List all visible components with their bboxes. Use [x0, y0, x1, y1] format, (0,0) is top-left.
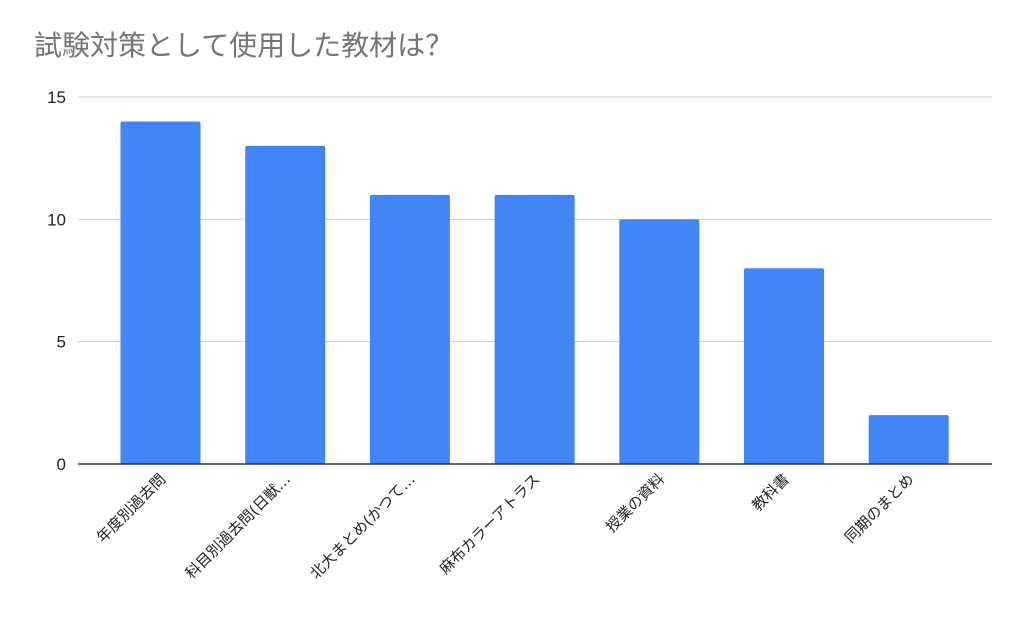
- x-tick-labels: 年度別過去問 科目別過去問(日獣… 北大まとめ(かつて… 麻布カラーアトラス 授業の資料…: [93, 470, 918, 582]
- x-tick-label: 同期のまとめ: [841, 470, 917, 546]
- y-tick-label: 15: [47, 88, 66, 107]
- bars: [120, 121, 949, 464]
- y-tick-labels: 0 5 10 15: [47, 88, 66, 474]
- x-tick-label: 教科書: [748, 470, 793, 515]
- x-tick-label: 授業の資料: [602, 470, 668, 536]
- y-tick-label: 0: [57, 455, 66, 474]
- bar: [120, 121, 201, 464]
- x-tick-label: 麻布カラーアトラス: [436, 470, 544, 578]
- bar: [494, 194, 575, 464]
- bar: [619, 219, 700, 464]
- bar: [744, 268, 824, 464]
- y-tick-label: 10: [47, 210, 66, 229]
- y-tick-label: 5: [57, 333, 66, 352]
- bar: [369, 194, 450, 464]
- bar: [245, 145, 326, 464]
- bar: [868, 415, 949, 464]
- chart-title: 試験対策として使用した教材は？: [34, 29, 454, 62]
- x-tick-label: 科目別過去問(日獣…: [182, 470, 294, 582]
- x-tick-label: 北大まとめ(かつて…: [306, 470, 418, 582]
- x-tick-label: 年度別過去問: [93, 470, 169, 546]
